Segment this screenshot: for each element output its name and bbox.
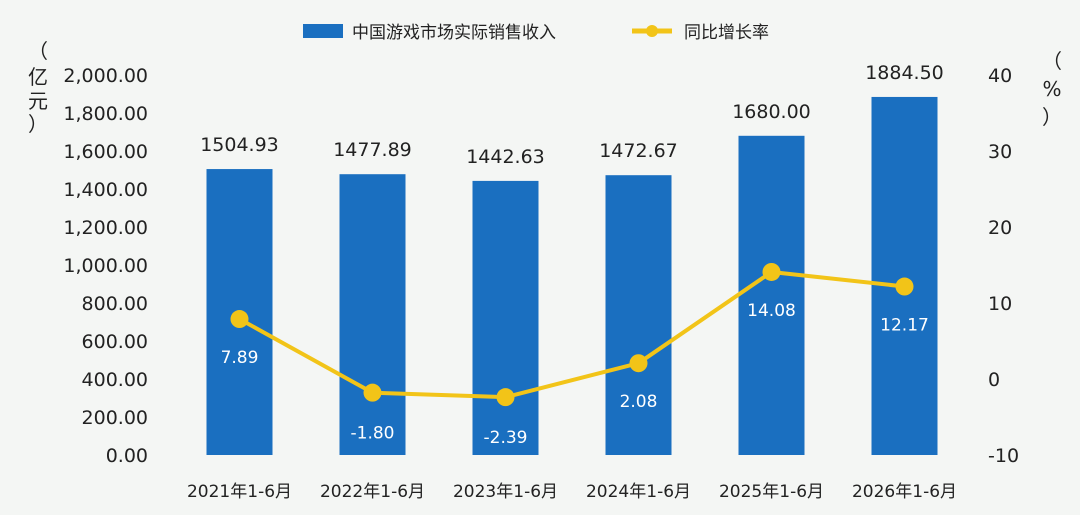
y-axis-left-unit: （亿元） <box>28 39 48 136</box>
bar <box>605 175 672 456</box>
growth-value-label: 2.08 <box>620 392 658 412</box>
y-axis-left-tick-label: 800.00 <box>82 293 148 315</box>
legend-label-bar: 中国游戏市场实际销售收入 <box>352 23 556 43</box>
y-axis-right-unit: （% ） <box>1042 49 1062 129</box>
y-axis-right-tick-label: 10 <box>988 293 1012 315</box>
x-axis-category-label: 2024年1-6月 <box>586 482 691 502</box>
y-axis-right-tick-label: 40 <box>988 65 1012 87</box>
x-axis-category-label: 2021年1-6月 <box>187 482 292 502</box>
y-axis-right-unit-char: （ <box>1042 49 1062 73</box>
bar <box>738 135 805 456</box>
x-axis-labels: 2021年1-6月 2022年1-6月 2023年1-6月 2024年1-6月 2025… <box>187 482 957 502</box>
y-axis-left-unit-char: ） <box>28 112 48 136</box>
y-axis-left-tick-label: 1,000.00 <box>63 255 148 277</box>
growth-point <box>496 388 515 407</box>
y-axis-left-unit-char: （ <box>28 39 48 63</box>
y-axis-left-unit-char: 亿 <box>28 65 48 89</box>
x-axis-category-label: 2026年1-6月 <box>852 482 957 502</box>
line-series: 7.89 -1.80 -2.39 2.08 14.08 12.17 <box>221 262 929 448</box>
y-axis-right-tick-label: 0 <box>988 369 1000 391</box>
growth-value-label: -2.39 <box>484 428 528 448</box>
bar-value-label: 1477.89 <box>333 139 412 161</box>
bar-value-label: 1680.00 <box>732 101 811 123</box>
bar-value-label: 1442.63 <box>466 146 545 168</box>
legend-swatch-marker <box>646 25 658 37</box>
growth-point <box>230 310 249 329</box>
x-axis-category-label: 2022年1-6月 <box>320 482 425 502</box>
y-axis-right-tick-label: 30 <box>988 141 1012 163</box>
growth-value-label: 7.89 <box>221 348 259 368</box>
y-axis-left-tick-label: 1,200.00 <box>63 217 148 239</box>
y-axis-right-unit-char: ） <box>1042 105 1062 129</box>
y-axis-left-tick-label: 1,800.00 <box>63 103 148 125</box>
y-axis-right-tick-label: 20 <box>988 217 1012 239</box>
bar <box>472 180 539 455</box>
growth-point <box>363 383 382 402</box>
bar-value-label: 1884.50 <box>865 62 944 84</box>
y-axis-left-unit-char: 元 <box>28 89 48 113</box>
y-axis-left-tick-label: 400.00 <box>82 369 148 391</box>
y-axis-right-ticks: -10 0 10 20 30 40 <box>988 65 1019 467</box>
y-axis-right-unit-char: % <box>1042 77 1061 101</box>
growth-value-label: 12.17 <box>880 316 929 336</box>
growth-value-label: 14.08 <box>747 301 796 321</box>
y-axis-left-tick-label: 2,000.00 <box>63 65 148 87</box>
legend: 中国游戏市场实际销售收入 同比增长率 <box>303 23 769 43</box>
growth-line <box>238 269 905 400</box>
legend-label-line: 同比增长率 <box>684 23 769 43</box>
y-axis-right-tick-label: -10 <box>988 445 1019 467</box>
bar-value-label: 1472.67 <box>599 140 678 162</box>
bar <box>871 96 938 455</box>
y-axis-left-ticks: 0.00 200.00 400.00 600.00 800.00 1,000.00 1,20… <box>63 65 148 467</box>
x-axis-category-label: 2025年1-6月 <box>719 482 824 502</box>
y-axis-left-tick-label: 200.00 <box>82 407 148 429</box>
growth-point <box>762 262 781 281</box>
bar <box>339 174 406 455</box>
y-axis-left-tick-label: 600.00 <box>82 331 148 353</box>
bar-value-labels: 1504.93 1477.89 1442.63 1472.67 1680.00 1884.… <box>200 62 944 168</box>
growth-point <box>629 354 648 373</box>
y-axis-left-tick-label: 1,400.00 <box>63 179 148 201</box>
x-axis-category-label: 2023年1-6月 <box>453 482 558 502</box>
y-axis-left-tick-label: 1,600.00 <box>63 141 148 163</box>
legend-swatch-bar <box>303 24 343 38</box>
y-axis-left-tick-label: 0.00 <box>106 445 148 467</box>
growth-value-label: -1.80 <box>351 424 395 444</box>
growth-point <box>895 277 914 296</box>
bar-series <box>206 96 938 456</box>
bar-value-label: 1504.93 <box>200 134 279 156</box>
